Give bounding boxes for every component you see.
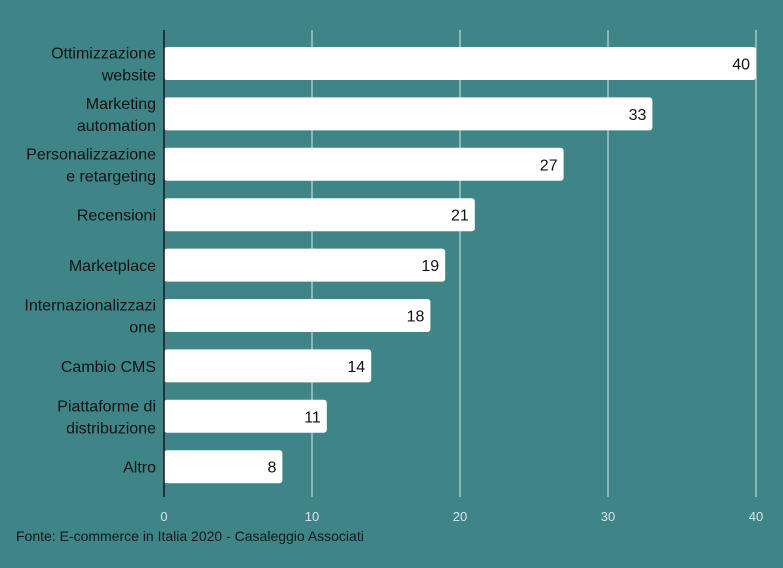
data-label: 40 <box>732 57 750 74</box>
category-label-line: Marketing <box>86 96 156 113</box>
category-label: Internazionalizzazi one <box>24 298 156 337</box>
category-label: Personalizzazione e retargeting <box>26 146 156 185</box>
category-label-line: Marketplace <box>69 258 156 275</box>
bar <box>164 198 475 232</box>
bars <box>164 47 756 484</box>
data-label: 14 <box>347 359 365 376</box>
category-label-line: automation <box>77 118 156 135</box>
category-label-line: Piattaforme di <box>57 398 156 415</box>
category-label: Ottimizzazione website <box>51 46 156 85</box>
category-label: Recensioni <box>77 208 156 225</box>
bar <box>164 349 372 383</box>
x-tick-label: 20 <box>453 509 467 524</box>
category-label-line: website <box>101 68 156 85</box>
category-label-line: Personalizzazione <box>26 146 156 163</box>
bar <box>164 299 431 332</box>
category-label: Altro <box>123 460 156 477</box>
category-label: Cambio CMS <box>61 359 156 376</box>
bar <box>164 97 653 131</box>
category-label-line: one <box>129 320 156 337</box>
bar <box>164 248 446 282</box>
category-label-line: Altro <box>123 460 156 477</box>
category-label: Marketing automation <box>77 96 156 135</box>
category-label-line: Cambio CMS <box>61 359 156 376</box>
bar <box>164 450 283 484</box>
category-label: Piattaforme di distribuzione <box>57 398 156 437</box>
category-label-line: Internazionalizzazi <box>24 298 156 315</box>
bar <box>164 47 756 80</box>
category-labels: Ottimizzazione website Marketing automation… <box>24 46 156 477</box>
data-label: 27 <box>540 157 558 174</box>
x-tick-label: 10 <box>305 509 319 524</box>
data-label: 8 <box>267 460 276 477</box>
x-tick-label: 0 <box>160 509 167 524</box>
x-axis-ticks: 0 10 20 30 40 <box>160 509 763 524</box>
category-label-line: e retargeting <box>66 168 156 185</box>
data-label: 11 <box>304 409 321 426</box>
data-label: 33 <box>629 107 647 124</box>
data-label: 18 <box>407 309 425 326</box>
source-note: Fonte: E-commerce in Italia 2020 - Casal… <box>16 528 364 544</box>
x-tick-label: 30 <box>601 509 615 524</box>
data-label: 21 <box>451 208 469 225</box>
data-label: 19 <box>421 258 439 275</box>
category-label-line: Ottimizzazione <box>51 46 156 63</box>
category-label: Marketplace <box>69 258 156 275</box>
category-label-line: distribuzione <box>66 420 156 437</box>
value-labels: 40 33 27 21 19 18 14 11 8 <box>267 57 750 477</box>
bar <box>164 399 327 433</box>
x-tick-label: 40 <box>749 509 763 524</box>
bar <box>164 147 564 181</box>
category-label-line: Recensioni <box>77 208 156 225</box>
